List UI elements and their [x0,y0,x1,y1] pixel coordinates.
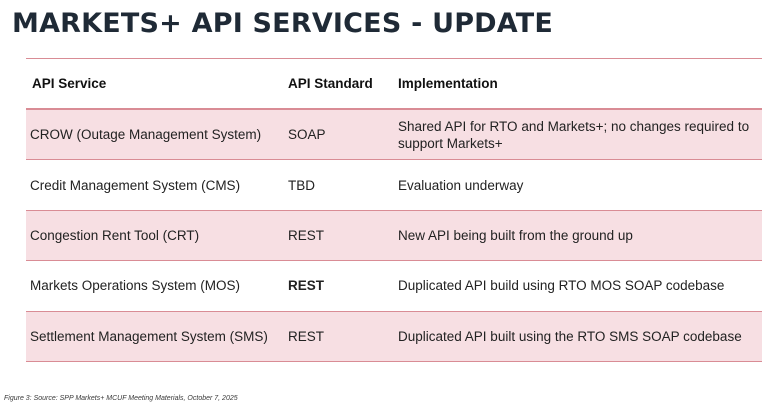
table-row: CROW (Outage Management System) SOAP Sha… [26,110,762,161]
cell-implementation: Shared API for RTO and Markets+; no chan… [398,118,750,151]
header-api-standard: API Standard [288,76,373,91]
table-row: Credit Management System (CMS) TBD Evalu… [26,160,762,211]
cell-api-standard: REST [288,328,325,344]
page-title: MARKETS+ API SERVICES - UPDATE [12,8,554,39]
table-header-row: API Service API Standard Implementation [26,59,762,110]
cell-api-service: Credit Management System (CMS) [30,177,241,193]
cell-api-standard: REST [288,278,325,294]
api-services-table: API Service API Standard Implementation … [26,58,762,362]
header-implementation: Implementation [398,76,498,91]
cell-api-standard: SOAP [288,127,326,143]
cell-implementation: New API being built from the ground up [398,227,633,243]
cell-api-service: Settlement Management System (SMS) [30,328,268,344]
cell-api-standard: TBD [288,177,315,193]
table-row: Congestion Rent Tool (CRT) REST New API … [26,210,762,262]
cell-api-service: CROW (Outage Management System) [30,127,262,143]
cell-api-service: Markets Operations System (MOS) [30,278,241,294]
table-row: Markets Operations System (MOS) REST Dup… [26,261,762,312]
cell-implementation: Duplicated API build using RTO MOS SOAP … [398,278,725,294]
header-api-service: API Service [32,76,107,91]
table-row: Settlement Management System (SMS) REST … [26,311,762,362]
figure-caption: Figure 3: Source: SPP Markets+ MCUF Meet… [4,395,238,402]
cell-implementation: Duplicated API built using the RTO SMS S… [398,328,742,344]
cell-api-service: Congestion Rent Tool (CRT) [30,227,200,243]
cell-api-standard: REST [288,227,325,243]
cell-implementation: Evaluation underway [398,177,524,193]
